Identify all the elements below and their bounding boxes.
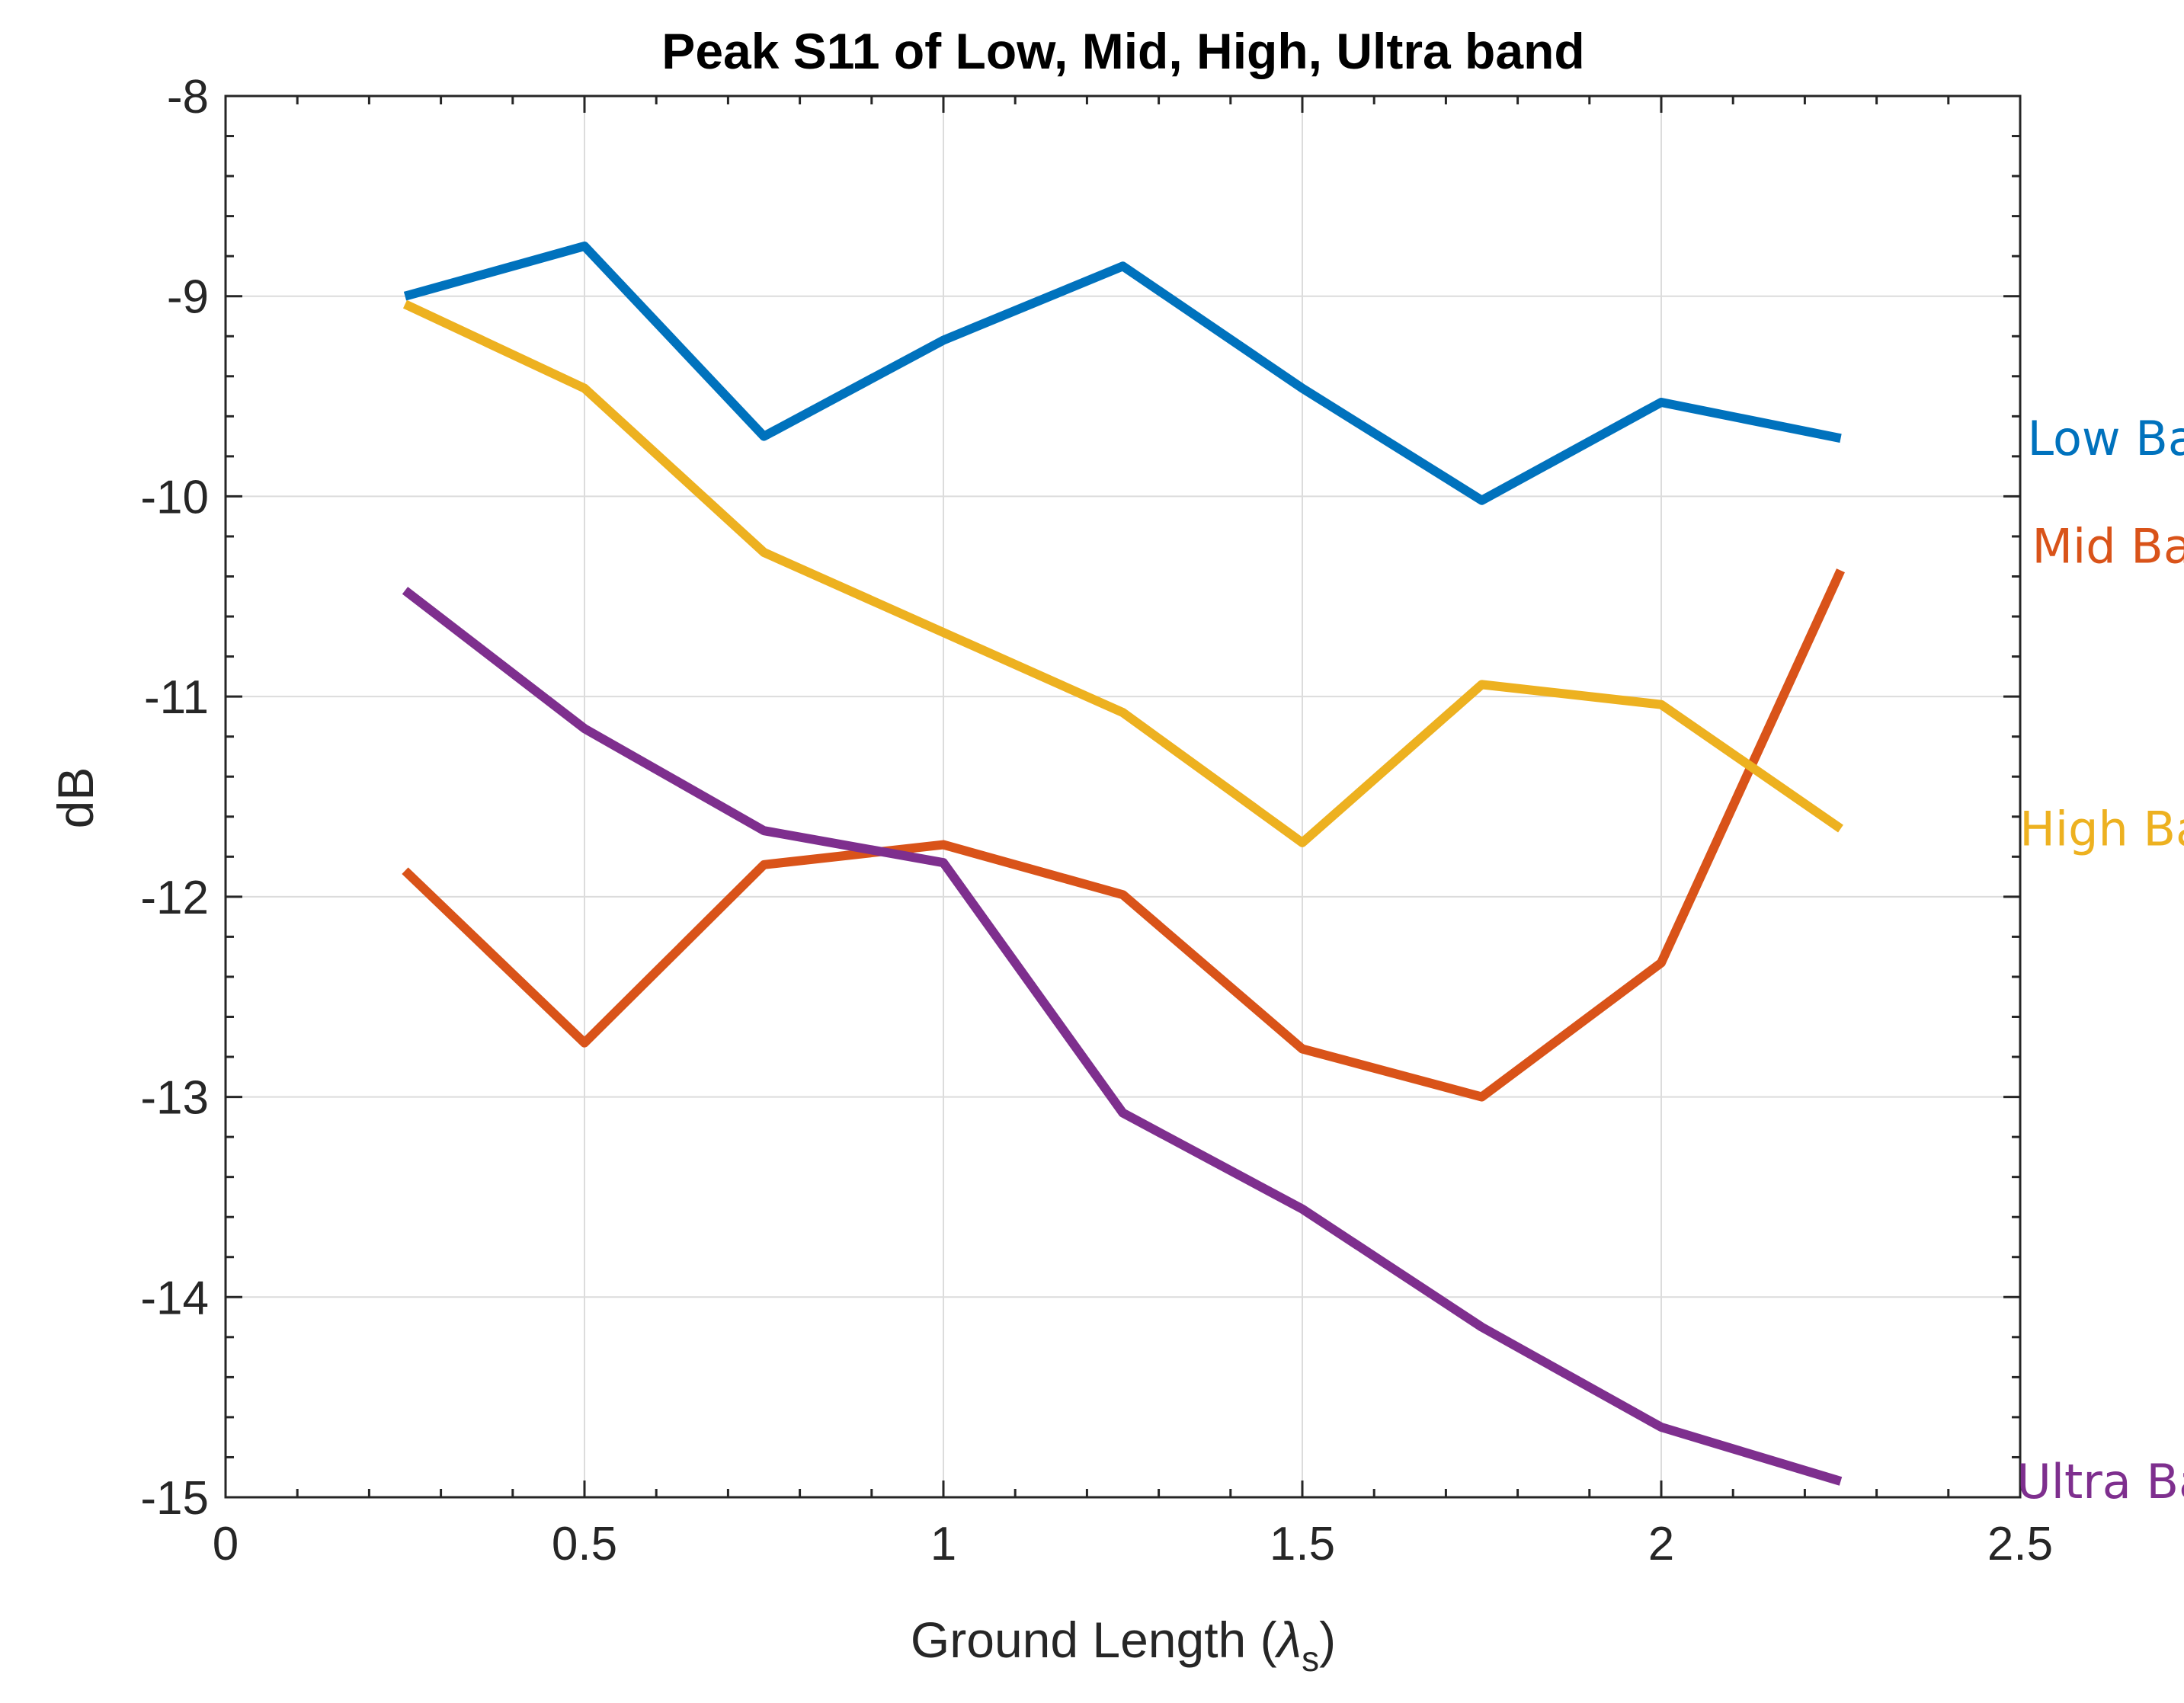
plot-area-border [224, 94, 2022, 1499]
y-tick-label: -9 [167, 271, 209, 324]
y-tick-label: -11 [144, 671, 209, 724]
x-axis-label-symbol: λ [1275, 1612, 1302, 1668]
y-axis-label: dB [47, 767, 104, 829]
ultra-band-line [402, 587, 1843, 1486]
x-tick-label: 0.5 [552, 1518, 617, 1570]
x-tick-label: 1.5 [1270, 1518, 1335, 1570]
axes [224, 94, 2022, 1499]
x-axis-label-close: ) [1319, 1612, 1336, 1668]
high-band-label: High Band [2019, 802, 2184, 857]
x-axis-label-subscript: s [1302, 1639, 1319, 1679]
chart-title: Peak S11 of Low, Mid, High, Ultra band [661, 23, 1584, 79]
y-tick-label: -15 [140, 1472, 209, 1525]
y-tick-label: -12 [140, 872, 209, 924]
low-band-line [403, 242, 1842, 505]
grid [226, 96, 2020, 1497]
y-tick-label: -10 [140, 471, 209, 523]
high-band-line [402, 299, 1843, 847]
y-tick-label: -13 [140, 1072, 209, 1125]
x-tick-label: 0 [213, 1518, 239, 1570]
x-axis-label-main: Ground Length ( [911, 1612, 1277, 1668]
x-tick-label: 2 [1648, 1518, 1674, 1570]
x-tick-label: 1 [930, 1518, 956, 1570]
mid-band-label: Mid Band [2032, 519, 2184, 575]
low-band-label: Low Band [2028, 411, 2184, 466]
y-tick-label: -8 [167, 71, 209, 123]
series-labels: Low Band Mid Band High Band Ultra Band [2016, 411, 2184, 1509]
series-lines [402, 242, 1845, 1486]
y-tick-label: -14 [140, 1272, 209, 1324]
mid-band-line [402, 568, 1845, 1102]
x-tick-label: 2.5 [1987, 1518, 2053, 1570]
ultra-band-label: Ultra Band [2016, 1454, 2184, 1509]
x-axis-label: Ground Length (λs) [911, 1612, 1336, 1679]
tick-labels: 0 0.5 1 1.5 2 2.5 -8 -9 -10 -11 -12 -13 -14 -15 [140, 71, 2053, 1570]
